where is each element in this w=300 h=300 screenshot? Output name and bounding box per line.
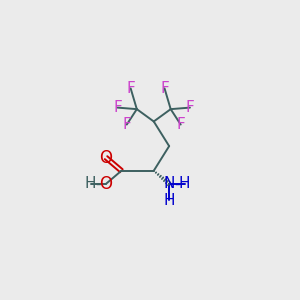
Text: F: F bbox=[160, 81, 169, 96]
Text: F: F bbox=[122, 117, 131, 132]
Text: O: O bbox=[100, 149, 112, 167]
Text: O: O bbox=[100, 175, 112, 193]
Text: N: N bbox=[164, 176, 175, 191]
Text: H: H bbox=[85, 176, 96, 191]
Text: -: - bbox=[96, 176, 101, 191]
Text: H: H bbox=[179, 176, 190, 191]
Text: F: F bbox=[113, 100, 122, 115]
Text: F: F bbox=[186, 100, 194, 115]
Text: -: - bbox=[174, 176, 180, 191]
Text: H: H bbox=[164, 193, 175, 208]
Text: F: F bbox=[176, 117, 185, 132]
Text: F: F bbox=[126, 81, 135, 96]
